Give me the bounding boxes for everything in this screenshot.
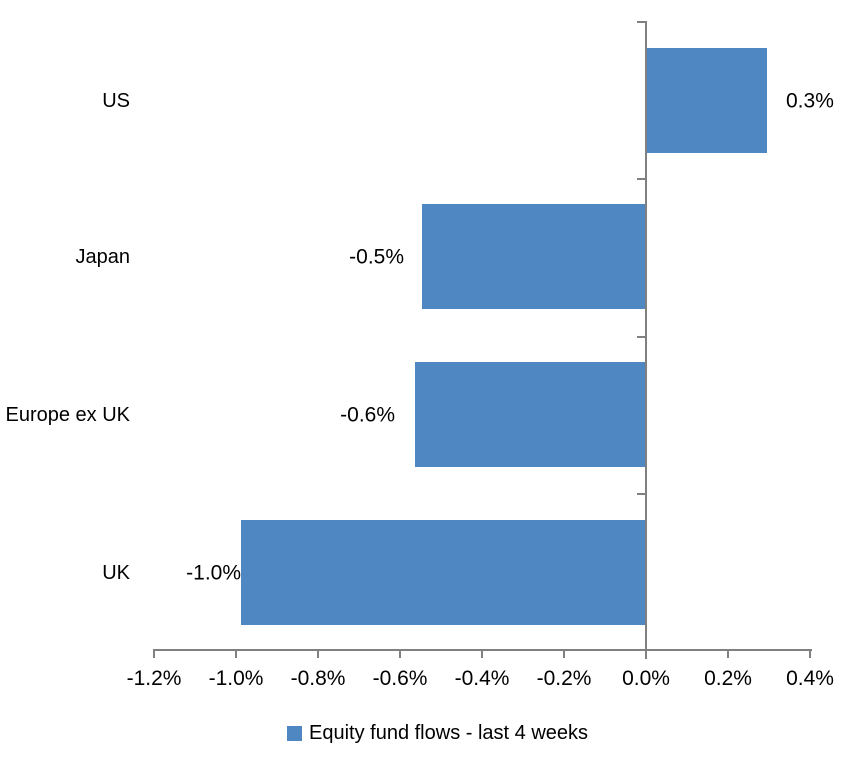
x-axis-tick xyxy=(399,649,401,658)
x-axis-tick-label: -0.8% xyxy=(290,667,346,690)
y-axis-tick xyxy=(637,21,646,23)
x-axis-tick xyxy=(235,649,237,658)
data-label-japan: -0.5% xyxy=(349,245,404,268)
x-axis-tick-label: 0.4% xyxy=(786,667,834,690)
bar-us xyxy=(646,48,767,153)
x-axis-tick xyxy=(563,649,565,658)
x-axis-tick-label: -1.0% xyxy=(208,667,264,690)
x-axis-tick-label: 0.2% xyxy=(704,667,752,690)
data-label-europe-ex-uk: -0.6% xyxy=(340,403,395,426)
x-axis-tick xyxy=(727,649,729,658)
y-axis-tick xyxy=(637,336,646,338)
x-axis-tick-label: -0.6% xyxy=(372,667,428,690)
category-label-uk: UK xyxy=(102,561,130,584)
x-axis-tick-label: 0.0% xyxy=(622,667,670,690)
legend-marker-icon xyxy=(287,725,302,741)
legend-label: Equity fund flows - last 4 weeks xyxy=(309,722,589,744)
x-axis-tick xyxy=(153,649,155,658)
category-label-us: US xyxy=(102,89,130,112)
x-axis-tick-label: -1.2% xyxy=(126,667,182,690)
category-label-europe-ex-uk: Europe ex UK xyxy=(5,403,130,426)
x-axis-tick xyxy=(481,649,483,658)
data-label-uk: -1.0% xyxy=(186,561,241,584)
legend: Equity fund flows - last 4 weeks xyxy=(287,721,588,745)
x-axis-tick-label: -0.2% xyxy=(536,667,592,690)
bar-japan xyxy=(422,204,646,309)
data-label-us: 0.3% xyxy=(786,89,834,112)
y-axis-tick xyxy=(637,493,646,495)
y-axis-line xyxy=(645,21,647,659)
x-axis-tick-label: -0.4% xyxy=(454,667,510,690)
x-axis-tick xyxy=(809,649,811,658)
x-axis-tick xyxy=(317,649,319,658)
bar-uk xyxy=(241,520,646,625)
y-axis-tick xyxy=(637,178,646,180)
x-axis-tick xyxy=(645,649,647,658)
category-label-japan: Japan xyxy=(75,245,131,268)
bar-europe-ex-uk xyxy=(415,362,646,467)
